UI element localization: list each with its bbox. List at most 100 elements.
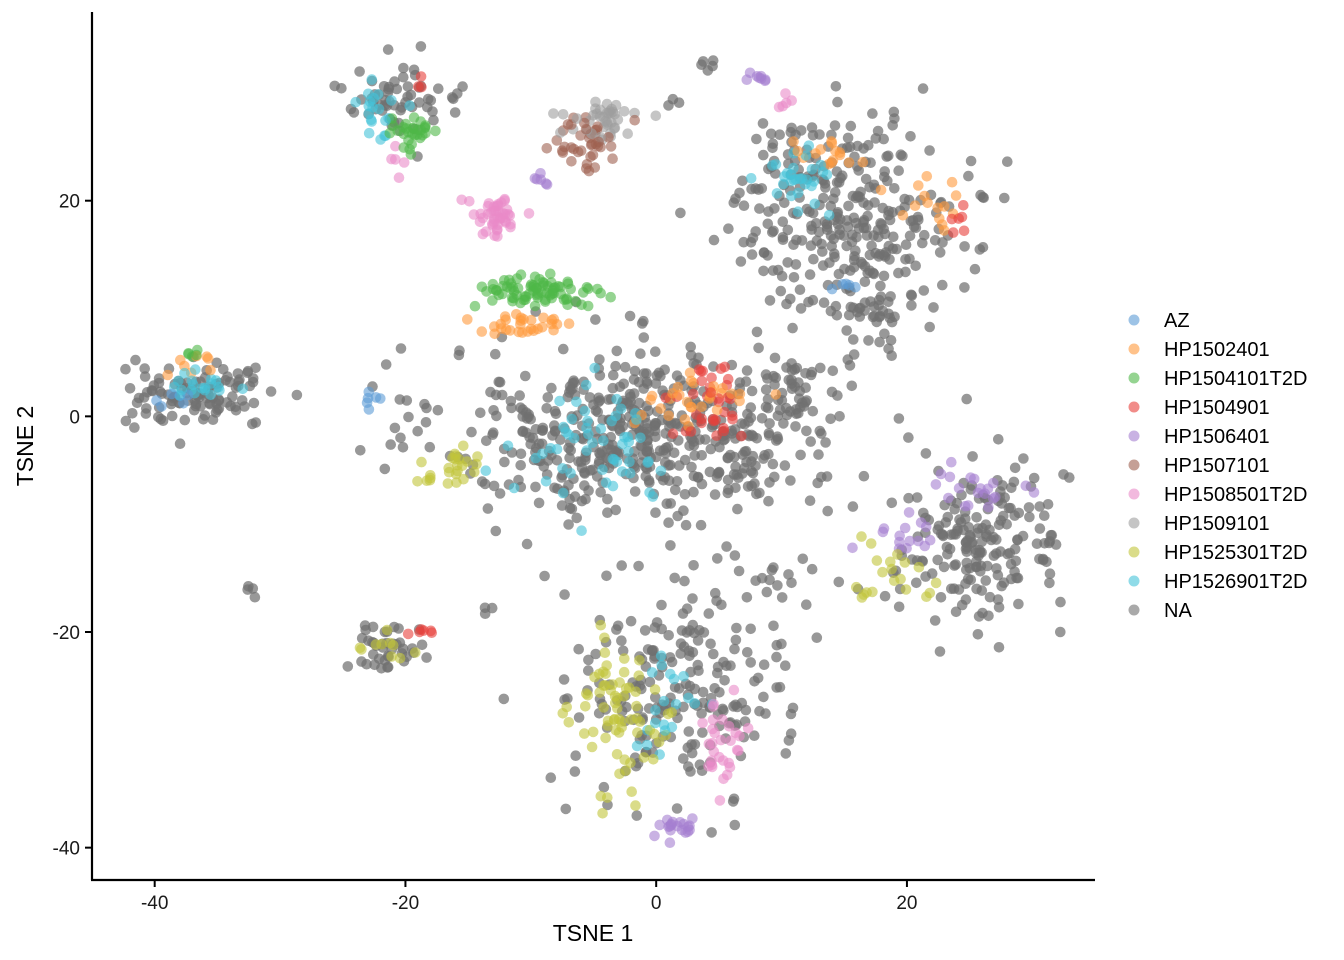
- point-na: [555, 434, 566, 446]
- point-na: [742, 408, 753, 420]
- point-hp1526901t2d: [770, 159, 782, 170]
- point-na: [211, 357, 222, 369]
- point-na: [663, 460, 674, 471]
- point-na: [595, 487, 606, 498]
- point-hp1508501t2d: [714, 795, 726, 806]
- point-na: [644, 676, 656, 688]
- point-na: [738, 200, 750, 211]
- point-hp1509101: [571, 113, 583, 124]
- point-na: [1008, 476, 1020, 488]
- point-na: [139, 363, 150, 374]
- point-na: [906, 300, 917, 311]
- point-hp1525301t2d: [586, 741, 598, 753]
- point-na: [776, 270, 788, 282]
- point-hp1525301t2d: [634, 655, 645, 666]
- point-hp1504901: [719, 361, 730, 373]
- point-hp1507101: [557, 145, 568, 156]
- point-na: [929, 615, 941, 626]
- point-na: [140, 408, 152, 419]
- point-hp1525301t2d: [599, 647, 611, 658]
- point-na: [732, 503, 743, 515]
- point-na: [831, 310, 843, 321]
- point-hp1508501t2d: [723, 757, 735, 769]
- point-hp1526901t2d: [641, 739, 653, 751]
- point-hp1502401: [515, 312, 527, 324]
- point-na: [905, 131, 916, 142]
- point-na: [767, 458, 779, 470]
- point-na: [709, 489, 721, 500]
- point-na: [490, 389, 502, 401]
- point-na: [772, 433, 784, 445]
- point-na: [770, 372, 782, 384]
- point-hp1525301t2d: [851, 581, 862, 593]
- point-na: [777, 216, 789, 227]
- point-hp1526901t2d: [790, 173, 801, 185]
- point-na: [998, 577, 1010, 588]
- point-na: [402, 81, 414, 92]
- point-hp1508501t2d: [488, 201, 500, 213]
- point-hp1507101: [541, 143, 553, 154]
- point-na: [929, 235, 941, 246]
- point-na: [671, 803, 683, 814]
- point-na: [801, 425, 812, 437]
- point-na: [918, 285, 930, 296]
- point-na: [481, 435, 492, 447]
- point-na: [728, 197, 740, 208]
- point-hp1502401: [946, 176, 958, 188]
- point-hp1525301t2d: [442, 478, 454, 489]
- point-na: [758, 149, 769, 161]
- point-na: [829, 120, 841, 131]
- x-tick-label: -20: [392, 893, 419, 914]
- point-az: [375, 393, 386, 404]
- point-na: [816, 428, 827, 439]
- point-na: [670, 484, 681, 496]
- point-na: [743, 430, 755, 442]
- point-hp1508501t2d: [734, 730, 745, 742]
- point-hp1502401: [950, 190, 962, 201]
- point-hp1526901t2d: [380, 115, 391, 126]
- point-hp1526901t2d: [778, 178, 789, 190]
- point-hp1506401: [946, 456, 957, 468]
- point-na: [120, 415, 132, 427]
- point-hp1526901t2d: [595, 423, 607, 435]
- point-na: [969, 263, 981, 275]
- point-hp1502401: [913, 180, 924, 191]
- point-na: [685, 766, 696, 777]
- point-hp1504101t2d: [570, 295, 581, 307]
- legend-label: HP1525301T2D: [1164, 542, 1307, 564]
- point-hp1502401: [770, 389, 782, 400]
- point-na: [961, 393, 972, 405]
- point-na: [733, 565, 745, 577]
- point-na: [479, 608, 491, 619]
- point-na: [942, 511, 954, 523]
- point-na: [852, 190, 863, 202]
- point-hp1509101: [600, 116, 611, 127]
- point-na: [764, 477, 775, 488]
- point-hp1525301t2d: [421, 475, 433, 487]
- point-hp1526901t2d: [635, 432, 646, 444]
- point-hp1502401: [688, 377, 699, 389]
- point-na: [888, 106, 900, 118]
- point-na: [875, 280, 886, 292]
- point-na: [668, 447, 680, 459]
- point-hp1504901: [958, 200, 969, 211]
- point-hp1502401: [696, 401, 707, 413]
- point-na: [707, 55, 719, 66]
- point-hp1526901t2d: [363, 100, 375, 112]
- point-na: [723, 223, 734, 234]
- point-na: [863, 335, 874, 346]
- point-hp1506401: [687, 813, 698, 824]
- point-na: [729, 643, 740, 655]
- point-na: [654, 445, 666, 457]
- point-na: [684, 440, 695, 452]
- point-hp1507101: [593, 136, 604, 148]
- point-hp1504101t2d: [549, 282, 561, 293]
- point-na: [806, 563, 818, 575]
- point-na: [848, 334, 859, 345]
- point-na: [329, 80, 341, 92]
- point-na: [565, 445, 576, 456]
- point-na: [566, 503, 578, 515]
- point-na: [768, 620, 779, 632]
- point-na: [787, 322, 798, 334]
- point-hp1504101t2d: [545, 268, 556, 280]
